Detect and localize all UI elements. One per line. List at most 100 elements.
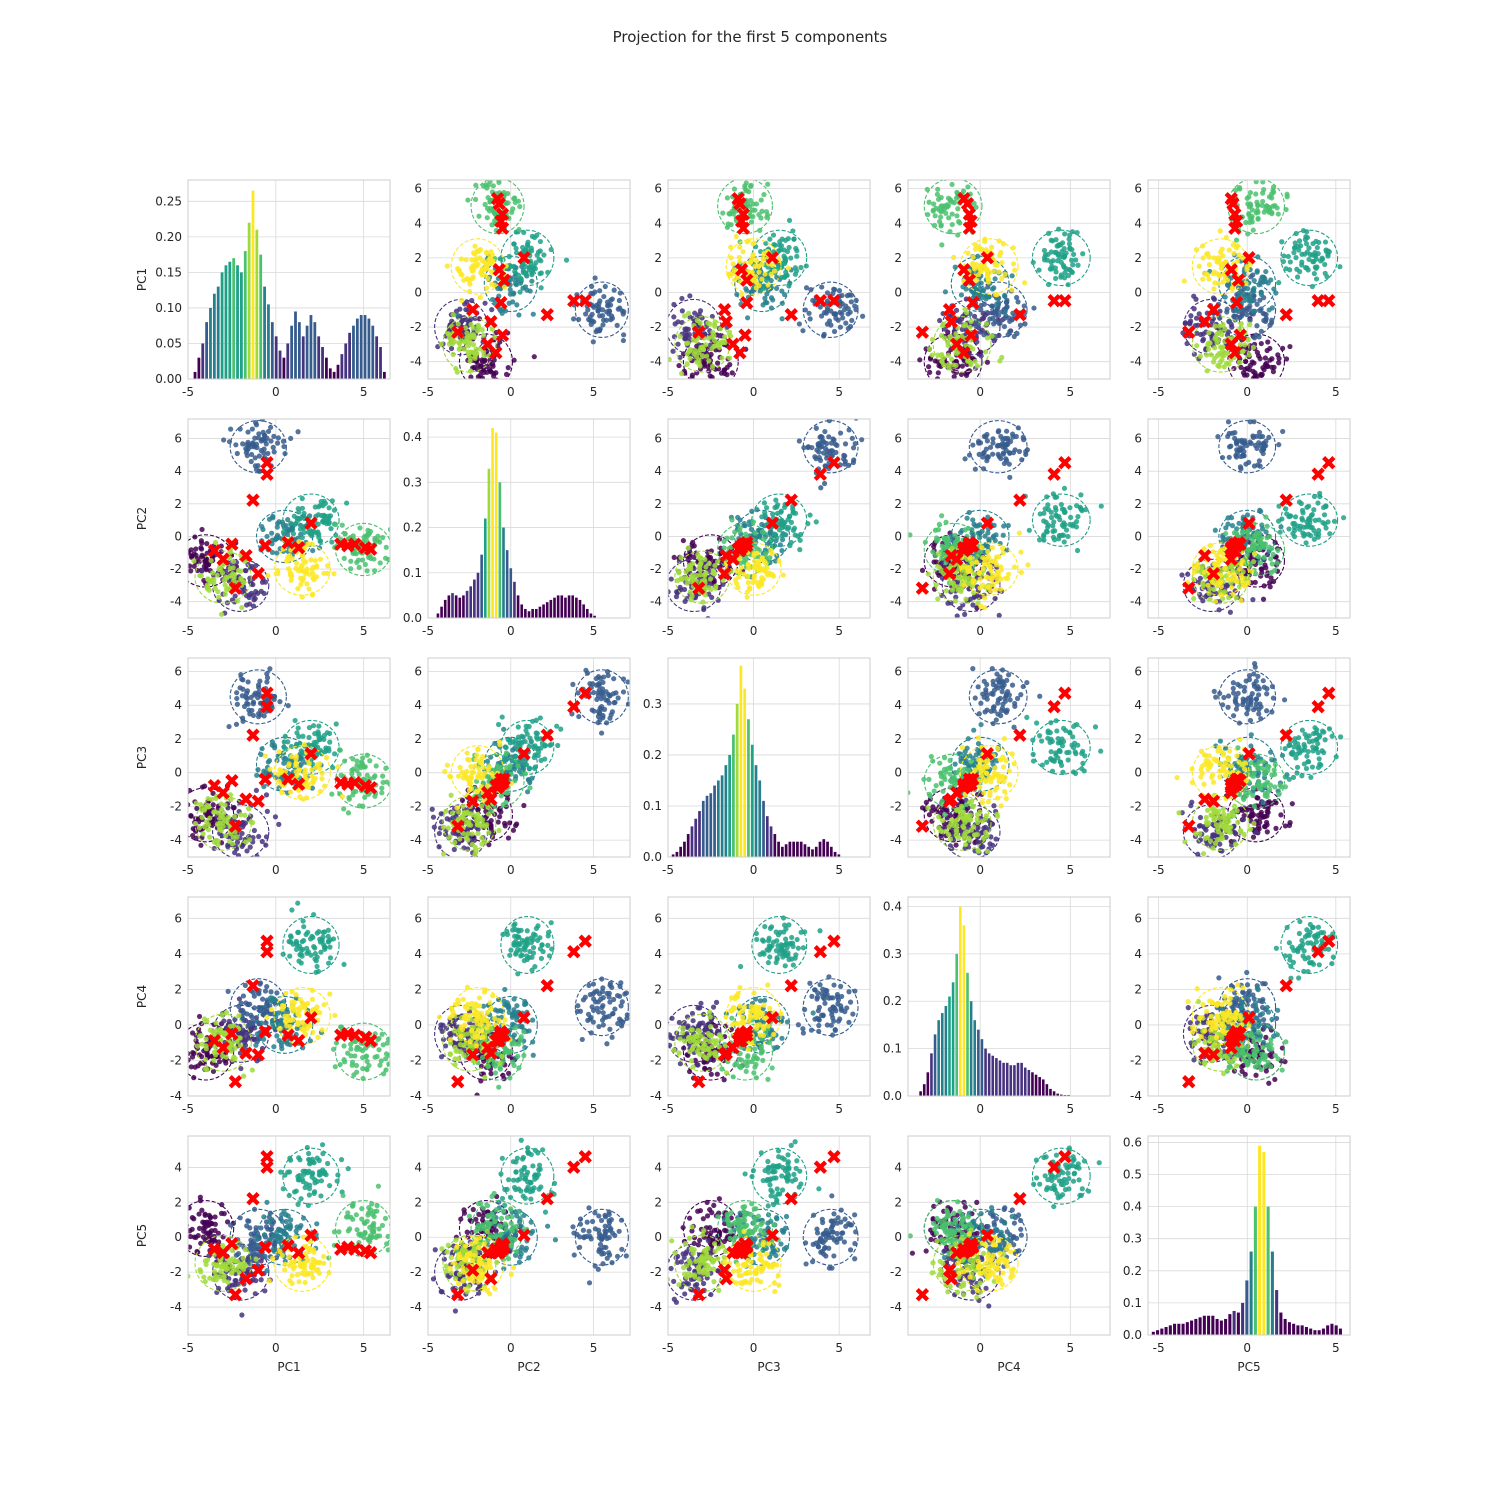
scatter-point [477,294,483,301]
scatter-point [946,215,952,221]
scatter-point [1229,585,1235,591]
panel-frame [187,418,391,619]
scatter-point [326,505,332,511]
scatter-point [751,551,757,557]
scatter-point [737,569,743,575]
scatter-point [1294,266,1300,272]
scatter-point [981,449,987,456]
scatter-point [679,576,685,583]
hist-bar [542,604,545,618]
scatter-point [1238,572,1244,579]
scatter-point [269,549,276,555]
scatter-point [996,612,1002,618]
scatter-point [1296,247,1302,253]
scatter-point [177,580,182,585]
scatter-point [455,266,461,272]
centroid-marker: ✖ [914,320,931,344]
scatter-point [738,301,744,307]
scatter-point [357,525,363,531]
scatter-point [1188,313,1194,319]
scatter-point [1254,373,1261,379]
scatter-point [505,190,511,197]
scatter-point [696,311,702,318]
scatter-point [701,363,708,369]
scatter-point [999,275,1005,282]
scatter-point [943,204,949,210]
scatter-point [1215,301,1222,307]
scatter-point [800,328,806,334]
centroid-marker: ✖ [764,511,781,535]
scatter-point [1313,276,1320,282]
scatter-point [927,356,934,362]
centroid-marker: ✖ [733,210,750,234]
x-tick-label: -5 [182,385,194,399]
scatter-point [962,354,968,360]
scatter-point [962,456,968,462]
scatter-point [1258,573,1264,579]
scatter-point [476,316,483,322]
scatter-point [758,197,764,203]
scatter-point [729,535,735,541]
centroid-marker: ✖ [732,192,749,216]
scatter-point [983,255,989,261]
y-tick-label: 0.20 [155,230,182,244]
scatter-point [954,613,960,618]
scatter-point [926,199,932,205]
scatter-point [788,255,794,261]
cluster-hull [229,420,287,474]
scatter-point [726,545,733,551]
scatter-point [262,579,269,585]
scatter-point [1206,262,1212,268]
scatter-point [978,603,984,609]
scatter-point [1204,271,1210,277]
scatter-point [491,348,497,355]
scatter-point [983,247,989,253]
hist-bar [454,595,458,618]
scatter-point [707,373,713,379]
scatter-point [1007,318,1013,324]
scatter-point [981,560,987,566]
scatter-point [701,583,707,589]
scatter-point [1041,532,1047,538]
scatter-point [971,313,978,319]
scatter-point [1248,202,1254,209]
scatter-point [765,282,771,288]
scatter-point [1215,255,1221,261]
scatter-point [617,290,623,296]
scatter-point [761,250,767,256]
scatter-point [1279,239,1285,245]
scatter-point [529,272,535,278]
scatter-point [477,372,483,378]
scatter-point [1236,280,1242,286]
hist-bar [465,590,469,618]
scatter-point [982,312,988,318]
scatter-point [774,510,781,516]
plot-area [193,190,386,379]
scatter-point [515,198,522,204]
y-axis-label-pc1: PC1 [135,268,149,291]
scatter-point [796,321,802,327]
scatter-point [697,567,703,574]
centroid-marker: ✖ [479,332,496,356]
y-tick-label: 4 [414,216,422,230]
scatter-point [762,295,768,301]
scatter-point [1206,330,1212,336]
hist-bar [363,315,367,379]
hist-bar [578,599,582,618]
scatter-point [204,541,210,547]
scatter-point [1187,333,1193,339]
scatter-point [1322,261,1328,268]
scatter-point [1233,245,1240,251]
panel-frame [1147,179,1351,380]
centroid-marker: ✖ [956,537,973,561]
scatter-point [940,380,945,385]
scatter-point [1249,298,1255,304]
scatter-point [1067,246,1073,252]
scatter-point [326,515,332,521]
scatter-point [1314,245,1320,251]
scatter-point [1208,303,1214,309]
scatter-point [1224,267,1231,273]
scatter-point [1063,527,1070,533]
scatter-point [917,357,923,363]
